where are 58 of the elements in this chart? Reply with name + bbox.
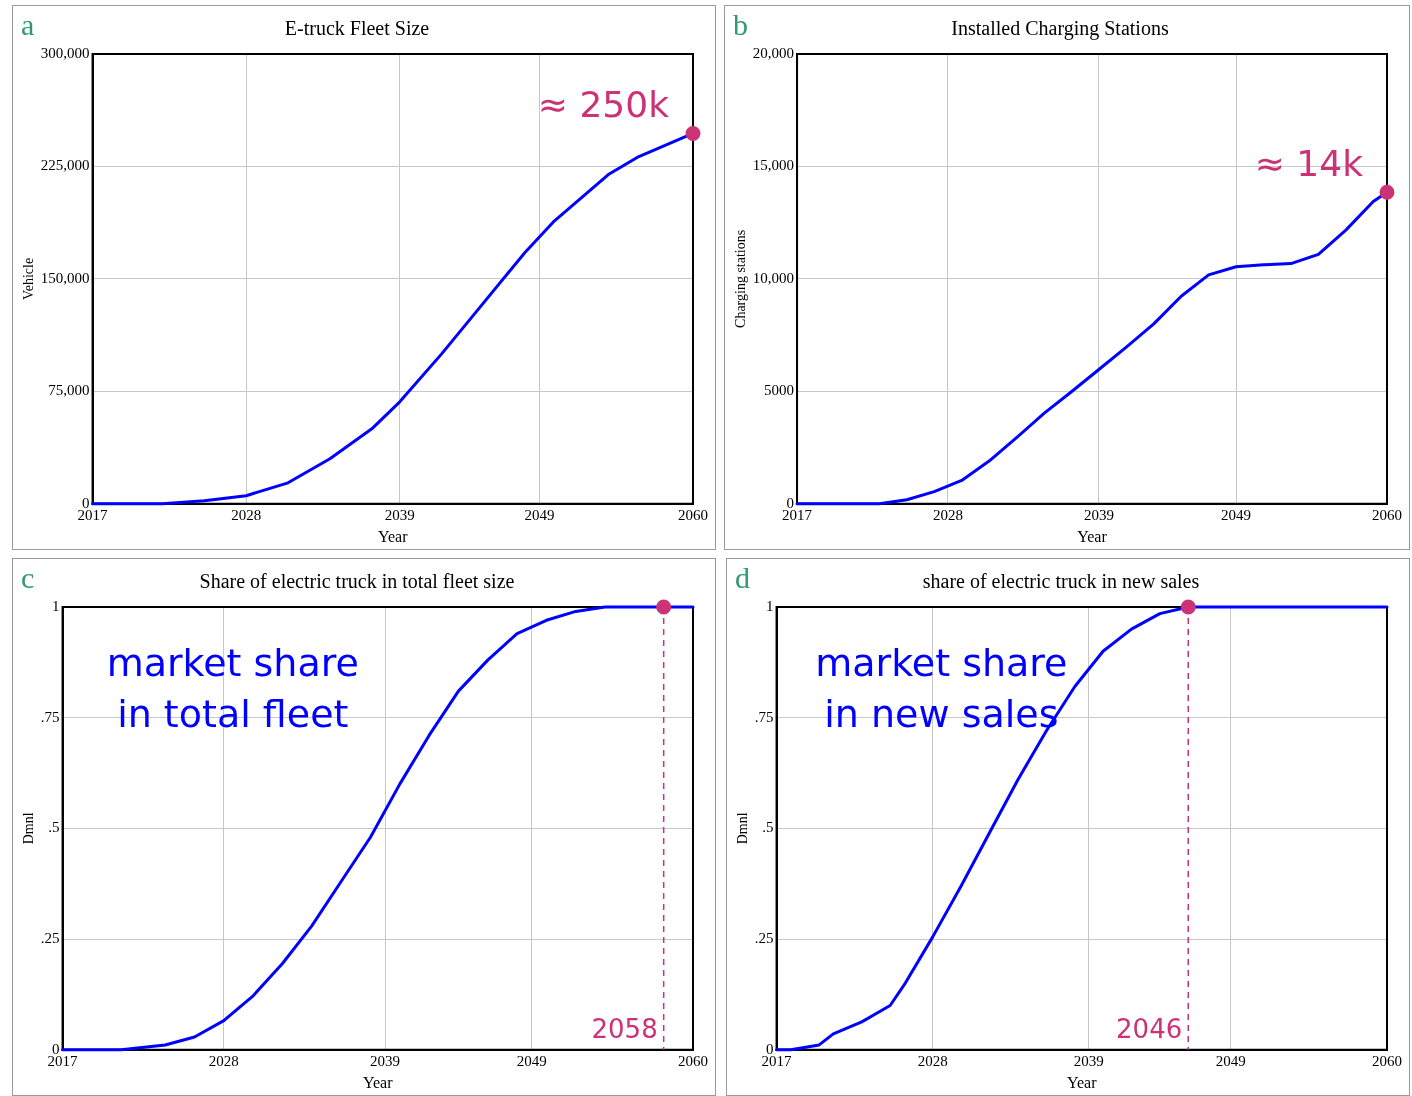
y-tick-label: 300,000: [40, 44, 90, 61]
x-axis-title: Year: [363, 1073, 394, 1091]
x-tick-label: 2060: [1372, 1052, 1402, 1069]
text: c: [21, 560, 35, 594]
chart-title: E-truck Fleet Size: [284, 17, 430, 40]
x-tick-label: 2060: [1372, 506, 1402, 523]
y-tick-label: .25: [40, 930, 60, 947]
y-tick-label: .75: [40, 708, 60, 725]
y-tick-label: 20,000: [752, 44, 795, 61]
x-tick-label: 2060: [678, 506, 708, 523]
y-tick-label: 225,000: [40, 157, 90, 174]
ref-line-label: 2058: [591, 1013, 658, 1044]
y-tick-label: 10,000: [752, 269, 795, 286]
y-tick-label: .5: [48, 819, 60, 836]
y-axis-title: Vehicle: [21, 257, 37, 300]
y-tick-label: 0: [82, 494, 90, 511]
y-tick-label: .5: [762, 819, 774, 836]
y-tick-label: .75: [754, 708, 774, 725]
y-tick-label: 1: [52, 597, 60, 614]
y-tick-label: 0: [52, 1040, 60, 1057]
x-axis-title: Year: [1067, 1073, 1098, 1091]
chart-title: Share of electric truck in total fleet size: [199, 570, 515, 593]
y-tick-label: 5000: [764, 382, 795, 399]
text: d: [735, 560, 750, 594]
x-tick-label: 2049: [1221, 506, 1252, 523]
x-axis-title: Year: [378, 527, 409, 545]
x-tick-label: 2039: [1083, 506, 1114, 523]
x-tick-label: 2039: [370, 1052, 401, 1069]
annotation: ≈ 14k: [1254, 142, 1364, 184]
y-axis-title: Dmnl: [735, 812, 751, 845]
y-axis-title: Dmnl: [21, 812, 37, 845]
x-tick-label: 2028: [208, 1052, 239, 1069]
x-tick-label: 2060: [678, 1052, 708, 1069]
y-tick-label: .25: [754, 930, 774, 947]
annotation: market share in new sales: [815, 640, 1068, 736]
text: b: [733, 7, 748, 41]
annotation: market share in total fleet: [106, 640, 359, 736]
x-axis-title: Year: [1077, 527, 1108, 545]
text: a: [21, 7, 35, 41]
y-tick-label: 150,000: [40, 269, 90, 286]
y-axis-title: Charging stations: [733, 229, 749, 328]
y-tick-label: 0: [766, 1040, 774, 1057]
x-tick-label: 2028: [231, 506, 262, 523]
ref-line-label: 2046: [1116, 1013, 1183, 1044]
x-tick-label: 2049: [1215, 1052, 1246, 1069]
x-tick-label: 2049: [524, 506, 555, 523]
chart-title: Installed Charging Stations: [951, 17, 1169, 41]
x-tick-label: 2049: [516, 1052, 547, 1069]
x-tick-label: 2028: [917, 1052, 948, 1069]
y-tick-label: 75,000: [48, 382, 90, 399]
x-tick-label: 2039: [1073, 1052, 1104, 1069]
chart-title: share of electric truck in new sales: [922, 570, 1200, 593]
annotation: ≈ 250k: [537, 83, 670, 125]
x-tick-label: 2028: [932, 506, 963, 523]
y-tick-label: 0: [786, 494, 795, 511]
y-tick-label: 15,000: [752, 157, 795, 174]
x-tick-label: 2039: [384, 506, 415, 523]
y-tick-label: 1: [766, 597, 774, 614]
